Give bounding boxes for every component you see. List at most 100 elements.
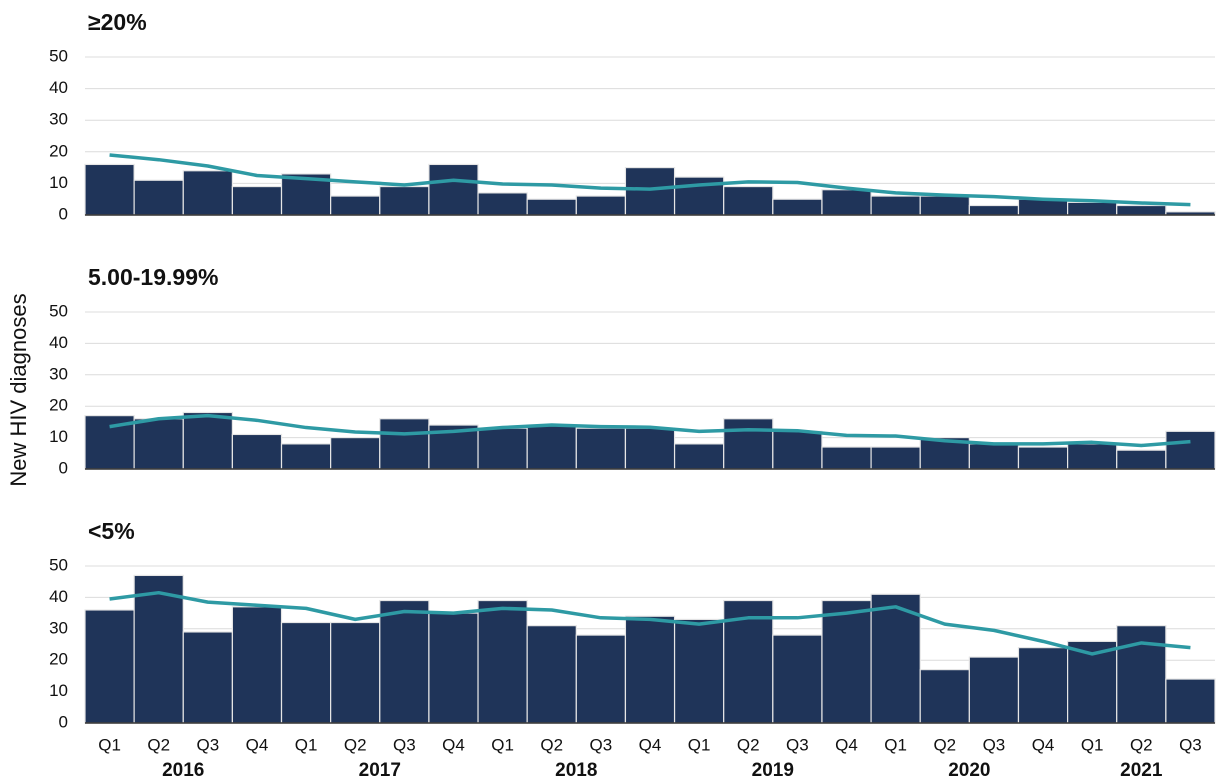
x-tick-label: Q1 xyxy=(295,735,318,754)
y-tick-label: 20 xyxy=(49,650,68,669)
bar xyxy=(575,634,627,724)
x-tick-label: Q2 xyxy=(147,735,170,754)
bar xyxy=(182,170,233,216)
bar xyxy=(870,446,921,470)
bar xyxy=(1067,201,1118,216)
x-tick-label: Q2 xyxy=(1130,735,1153,754)
bar xyxy=(330,621,381,724)
bar xyxy=(772,634,823,724)
x-tick-label: Q4 xyxy=(1032,735,1055,754)
bar xyxy=(1165,430,1216,470)
bar xyxy=(919,195,970,216)
bar xyxy=(428,163,479,216)
bar xyxy=(821,189,872,216)
y-tick-label: 40 xyxy=(49,587,68,606)
bar xyxy=(1116,204,1167,216)
bar xyxy=(379,418,430,470)
bar xyxy=(428,612,479,724)
bar xyxy=(182,411,233,470)
bar xyxy=(673,618,725,724)
bar xyxy=(772,430,823,470)
y-tick-label: 30 xyxy=(49,364,68,383)
bar xyxy=(1017,198,1069,216)
bar xyxy=(821,446,872,470)
year-label: 2021 xyxy=(1120,760,1163,781)
y-tick-label: 0 xyxy=(59,712,68,731)
x-tick-label: Q3 xyxy=(786,735,809,754)
trend-line xyxy=(109,590,1191,656)
x-tick-label: Q3 xyxy=(590,735,613,754)
x-tick-label: Q4 xyxy=(835,735,858,754)
bar xyxy=(575,427,627,470)
bar xyxy=(575,195,627,216)
y-tick-label: 10 xyxy=(49,427,68,446)
bar xyxy=(330,437,381,470)
bar xyxy=(821,599,872,724)
x-tick-label: Q1 xyxy=(98,735,121,754)
bar xyxy=(1116,625,1167,724)
bar xyxy=(477,427,528,470)
x-tick-label: Q2 xyxy=(933,735,956,754)
bar xyxy=(723,418,774,470)
bar xyxy=(1067,443,1118,470)
y-tick-label: 10 xyxy=(49,173,68,192)
year-label: 2019 xyxy=(752,760,794,781)
bar xyxy=(231,606,283,724)
y-axis-label: New HIV diagnoses xyxy=(6,293,31,486)
y-tick-label: 10 xyxy=(49,681,68,700)
bar xyxy=(133,179,184,216)
panel-title: ≥20% xyxy=(88,9,147,35)
y-tick-label: 40 xyxy=(49,333,68,352)
y-tick-label: 20 xyxy=(49,141,68,160)
bar xyxy=(968,656,1020,724)
y-tick-label: 0 xyxy=(59,458,68,477)
bar xyxy=(1116,449,1167,470)
year-label: 2018 xyxy=(555,760,597,781)
panel-title: 5.00-19.99% xyxy=(88,264,218,290)
bar xyxy=(182,631,233,724)
y-tick-label: 50 xyxy=(49,555,68,574)
bar xyxy=(624,427,676,470)
y-tick-label: 50 xyxy=(49,301,68,320)
bar xyxy=(231,185,283,216)
x-tick-label: Q2 xyxy=(737,735,760,754)
bar xyxy=(84,609,135,724)
bar xyxy=(379,185,430,216)
bar xyxy=(280,621,332,724)
bar xyxy=(1017,647,1069,724)
bar xyxy=(526,424,577,470)
x-tick-label: Q1 xyxy=(1081,735,1104,754)
bar xyxy=(280,443,332,470)
bar xyxy=(231,433,283,470)
bar xyxy=(477,192,528,216)
bar xyxy=(870,195,921,216)
year-label: 2020 xyxy=(948,760,990,781)
bar xyxy=(1017,446,1069,470)
x-tick-label: Q4 xyxy=(246,735,269,754)
y-tick-label: 30 xyxy=(49,618,68,637)
bar xyxy=(133,418,184,470)
y-tick-label: 40 xyxy=(49,78,68,97)
bar xyxy=(477,599,528,724)
bar xyxy=(723,185,774,216)
bar xyxy=(673,443,725,470)
x-tick-label: Q2 xyxy=(540,735,563,754)
bar xyxy=(624,615,676,724)
bar xyxy=(84,163,135,216)
x-tick-label: Q3 xyxy=(196,735,219,754)
y-tick-label: 20 xyxy=(49,396,68,415)
y-tick-label: 30 xyxy=(49,110,68,129)
trend-line xyxy=(109,153,1191,207)
y-tick-label: 0 xyxy=(59,204,68,223)
x-tick-label: Q1 xyxy=(884,735,907,754)
bar xyxy=(526,625,577,724)
year-label: 2017 xyxy=(359,760,401,781)
bar xyxy=(379,599,430,724)
bar xyxy=(968,204,1020,216)
bar xyxy=(330,195,381,216)
x-tick-label: Q1 xyxy=(491,735,514,754)
panel-title: <5% xyxy=(88,518,135,544)
year-label: 2016 xyxy=(162,760,204,781)
bar xyxy=(526,198,577,216)
